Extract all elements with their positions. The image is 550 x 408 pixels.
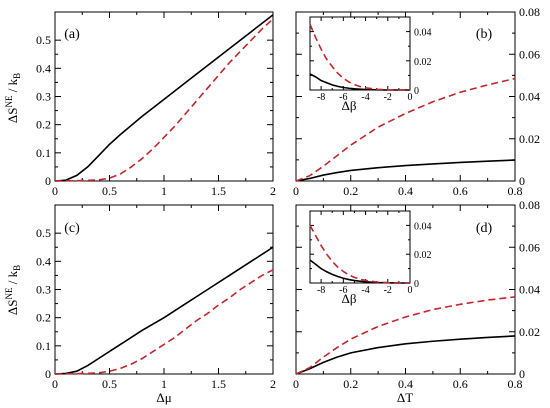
- panels-layer: 0 0.5 1 1.5 2 0 0.1 0.2 0.3 0.4 0.5 (a) 0 0.2 0.4 0.6 0.…: [36, 5, 540, 391]
- panel-a-frame: [54, 11, 274, 182]
- xlabel-c: Δμ: [156, 390, 171, 405]
- panel-b-inset-series-dashed-line: [309, 23, 410, 91]
- panel-b-label: (b): [476, 27, 493, 42]
- panel-b-inset-xtick-label-1: -6: [339, 92, 347, 103]
- panel-a-xtick-label-3: 1.5: [211, 184, 226, 198]
- panel-c-xtick-label-0: 0: [52, 377, 58, 391]
- panel-a-ytick-label-2: 0.2: [36, 118, 51, 132]
- panel-d-ytick-label-1: 0.02: [519, 325, 540, 339]
- panel-b-series-solid-line: [295, 159, 516, 182]
- panel-d-ytick-label-4: 0.08: [519, 198, 540, 212]
- panel-d-series-solid-line: [295, 335, 516, 375]
- panel-b-inset-xtick-label-3: -2: [384, 92, 392, 103]
- panel-d-group: 0 0.2 0.4 0.6 0.800.020.040.060.08(d): [293, 198, 540, 391]
- panel-c-ytick-label-0: 0: [45, 367, 51, 381]
- panel-b-xtick-label-2: 0.4: [398, 184, 413, 198]
- ylabel-a: ΔSNE / kB: [4, 73, 22, 123]
- panel-b-ytick-label-4: 0.08: [519, 5, 540, 19]
- panel-d-inset-ytick-label-1: 0.02: [414, 250, 432, 261]
- panel-d-inset-xtick-label-2: -4: [361, 285, 369, 296]
- panel-c-ytick-label-1: 0.1: [36, 339, 51, 353]
- panel-d-xtick-label-3: 0.6: [453, 377, 468, 391]
- panel-a-series-solid-line: [54, 14, 274, 182]
- panel-a-ytick-label-3: 0.3: [36, 90, 51, 104]
- panel-c-ytick-label-4: 0.4: [36, 254, 51, 268]
- panel-a-xtick-label-1: 0.5: [102, 184, 117, 198]
- panel-a-label: (a): [64, 27, 80, 42]
- panel-d-inset-xtick-label-4: 0: [408, 285, 413, 296]
- panel-d-xtick-label-2: 0.4: [398, 377, 413, 391]
- panel-c-ytick-label-3: 0.3: [36, 283, 51, 297]
- panel-d-ytick-label-3: 0.06: [519, 240, 540, 254]
- panel-d-inset-xtick-label-3: -2: [384, 285, 392, 296]
- panel-b-inset-ytick-label-2: 0.04: [414, 28, 432, 39]
- panel-b-inset-xtick-label-4: 0: [408, 92, 413, 103]
- panel-a-xtick-label-0: 0: [52, 184, 58, 198]
- panel-c-ytick-label-2: 0.2: [36, 311, 51, 325]
- panel-b-inset-xtick-label-2: -4: [361, 92, 369, 103]
- panel-b-inset-xtick-label-0: -8: [317, 92, 325, 103]
- panel-b-ytick-label-0: 0: [519, 174, 525, 188]
- panel-b-inset-group: -8 -6 -4 -2 00 0.02 0.04: [309, 16, 432, 103]
- panel-d-inset-ytick-label-2: 0.04: [414, 221, 432, 232]
- panel-a-xtick-label-4: 2: [270, 184, 276, 198]
- panel-c-xtick-label-2: 1: [161, 377, 167, 391]
- panel-b-inset-frame: [309, 16, 411, 91]
- panel-a-ytick-label-1: 0.1: [36, 146, 51, 160]
- panel-a-xtick-label-2: 1: [161, 184, 167, 198]
- panel-a-ytick-label-5: 0.5: [36, 33, 51, 47]
- panel-b-ytick-label-1: 0.02: [519, 132, 540, 146]
- xlabel-d: ΔT: [397, 390, 413, 405]
- panel-d-xtick-label-0: 0: [293, 377, 299, 391]
- panel-a-ytick-label-4: 0.4: [36, 61, 51, 75]
- panel-d-inset-frame: [309, 210, 411, 284]
- panel-b-group: 0 0.2 0.4 0.6 0.800.020.040.060.08(b): [293, 5, 540, 198]
- panel-c-series-dashed-line: [54, 269, 274, 375]
- panel-b-ytick-label-3: 0.06: [519, 47, 540, 61]
- panel-b-ytick-label-2: 0.04: [519, 90, 540, 104]
- panel-d-label: (d): [476, 221, 493, 236]
- panel-a-ytick-label-0: 0: [45, 174, 51, 188]
- inset-xlabel-d: Δβ: [342, 291, 357, 306]
- panel-b-xtick-label-0: 0: [293, 184, 299, 198]
- inset-xlabel-b: Δβ: [342, 98, 357, 113]
- panel-d-ytick-label-2: 0.04: [519, 283, 540, 297]
- panel-b-inset-ytick-label-0: 0: [414, 86, 419, 97]
- ylabel-c: ΔSNE / kB: [4, 265, 22, 315]
- panel-b-xtick-label-3: 0.6: [453, 184, 468, 198]
- panel-d-series-dashed-line: [295, 296, 516, 375]
- panel-c-series-solid-line: [54, 246, 274, 375]
- panel-d-inset-xtick-label-1: -6: [339, 285, 347, 296]
- panel-d-xtick-label-1: 0.2: [343, 377, 358, 391]
- panel-d-inset-series-dashed-line: [309, 225, 410, 284]
- panel-d-inset-group: -8 -6 -4 -2 00 0.02 0.04: [309, 210, 432, 296]
- panel-c-group: 0 0.5 1 1.5 2 0 0.1 0.2 0.3 0.4 0.5 (c): [36, 204, 276, 391]
- panel-c-xtick-label-1: 0.5: [102, 377, 117, 391]
- panel-d-ytick-label-0: 0: [519, 367, 525, 381]
- panel-b-series-dashed-line: [295, 77, 516, 182]
- panel-a-group: 0 0.5 1 1.5 2 0 0.1 0.2 0.3 0.4 0.5 (a): [36, 11, 276, 198]
- panel-c-ytick-label-5: 0.5: [36, 226, 51, 240]
- panel-c-label: (c): [64, 221, 80, 236]
- panel-b-inset-ytick-label-1: 0.02: [414, 57, 432, 68]
- panel-b-xtick-label-4: 0.8: [508, 184, 523, 198]
- panel-d-inset-ytick-label-0: 0: [414, 279, 419, 290]
- panel-d-inset-xtick-label-0: -8: [317, 285, 325, 296]
- panel-c-xtick-label-4: 2: [270, 377, 276, 391]
- panel-b-inset-series-solid-line: [309, 73, 410, 91]
- panel-c-xtick-label-3: 1.5: [211, 377, 226, 391]
- panel-d-xtick-label-4: 0.8: [508, 377, 523, 391]
- panel-b-xtick-label-1: 0.2: [343, 184, 358, 198]
